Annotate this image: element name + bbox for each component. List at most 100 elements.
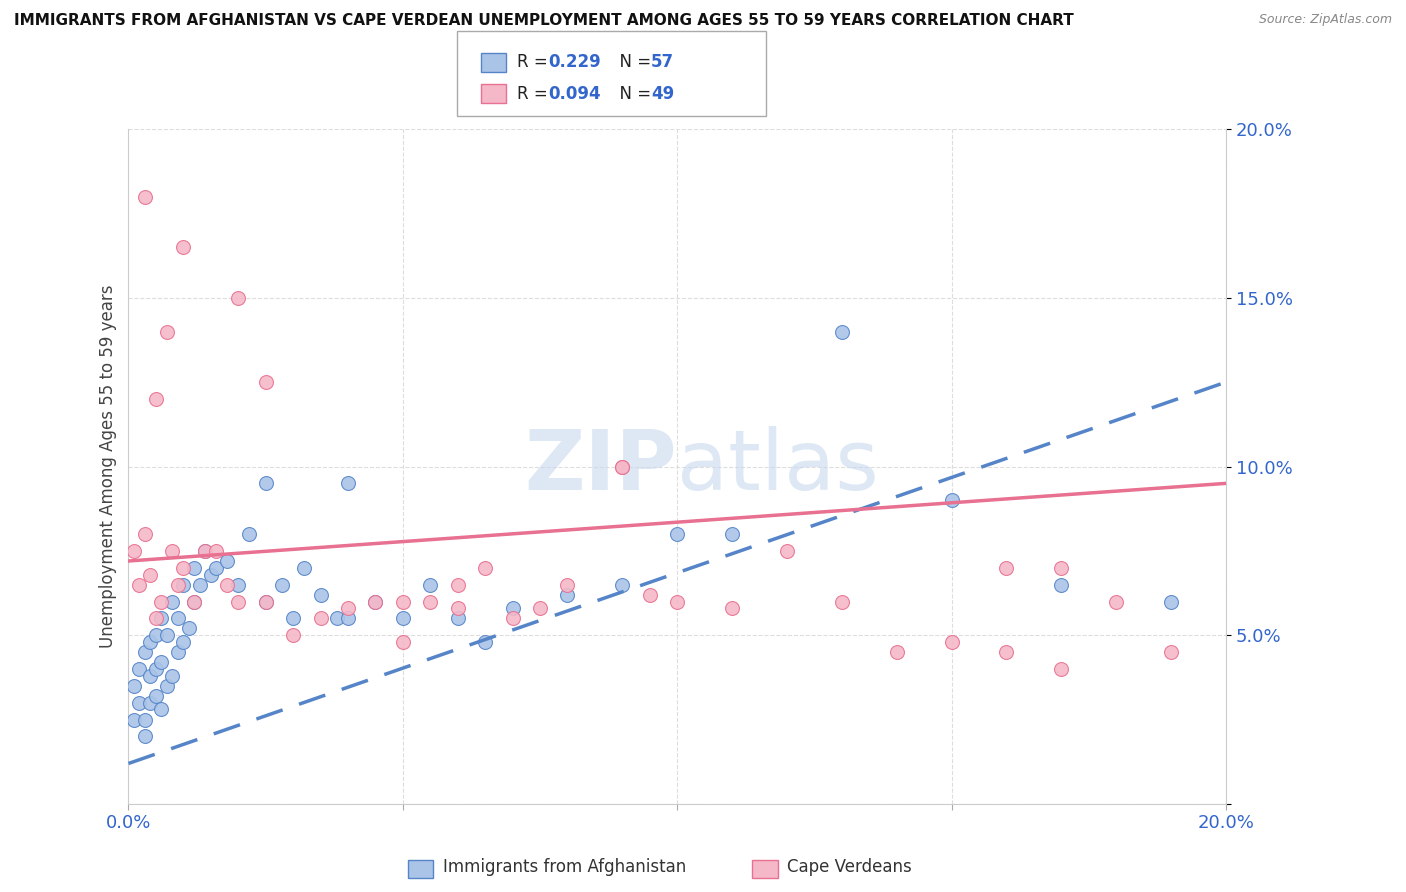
Point	[162, 669, 184, 683]
Point	[205, 560, 228, 574]
Point	[177, 622, 200, 636]
Point	[612, 577, 634, 591]
Point	[391, 594, 413, 608]
Point	[254, 375, 277, 389]
Point	[128, 696, 150, 710]
Point	[638, 588, 661, 602]
Point	[364, 594, 387, 608]
Point	[226, 291, 249, 305]
Point	[326, 611, 349, 625]
Point	[122, 679, 145, 693]
Point	[941, 635, 963, 649]
Point	[474, 560, 496, 574]
Text: atlas: atlas	[678, 426, 879, 507]
Point	[139, 696, 162, 710]
Point	[122, 713, 145, 727]
Point	[995, 560, 1018, 574]
Point	[150, 594, 173, 608]
Point	[162, 544, 184, 558]
Point	[1105, 594, 1128, 608]
Point	[134, 713, 156, 727]
Point	[1050, 560, 1073, 574]
Point	[150, 655, 173, 669]
Point	[254, 594, 277, 608]
Point	[150, 702, 173, 716]
Point	[721, 527, 744, 541]
Point	[502, 611, 524, 625]
Point	[557, 588, 579, 602]
Point	[194, 544, 217, 558]
Point	[226, 594, 249, 608]
Point	[183, 594, 205, 608]
Point	[666, 527, 689, 541]
Point	[172, 240, 194, 254]
Point	[1050, 577, 1073, 591]
Text: N =: N =	[609, 54, 657, 71]
Point	[134, 189, 156, 203]
Text: 0.229: 0.229	[548, 54, 602, 71]
Point	[419, 594, 441, 608]
Point	[134, 645, 156, 659]
Point	[831, 594, 853, 608]
Point	[941, 493, 963, 508]
Point	[271, 577, 294, 591]
Point	[128, 662, 150, 676]
Point	[336, 611, 359, 625]
Point	[145, 611, 167, 625]
Point	[162, 594, 184, 608]
Point	[156, 628, 179, 642]
Point	[183, 594, 205, 608]
Text: R =: R =	[517, 85, 554, 103]
Point	[1160, 645, 1182, 659]
Point	[156, 325, 179, 339]
Point	[1160, 594, 1182, 608]
Point	[172, 560, 194, 574]
Text: IMMIGRANTS FROM AFGHANISTAN VS CAPE VERDEAN UNEMPLOYMENT AMONG AGES 55 TO 59 YEA: IMMIGRANTS FROM AFGHANISTAN VS CAPE VERD…	[14, 13, 1074, 29]
Point	[122, 544, 145, 558]
Point	[281, 628, 304, 642]
Point	[139, 669, 162, 683]
Point	[529, 601, 551, 615]
Point	[145, 392, 167, 406]
Point	[145, 662, 167, 676]
Point	[886, 645, 908, 659]
Point	[557, 577, 579, 591]
Point	[166, 611, 188, 625]
Point	[194, 544, 217, 558]
Point	[139, 635, 162, 649]
Point	[134, 527, 156, 541]
Point	[139, 567, 162, 582]
Point	[447, 601, 470, 615]
Point	[419, 577, 441, 591]
Point	[502, 601, 524, 615]
Point	[226, 577, 249, 591]
Text: N =: N =	[609, 85, 657, 103]
Point	[205, 544, 228, 558]
Point	[150, 611, 173, 625]
Text: R =: R =	[517, 54, 554, 71]
Point	[292, 560, 315, 574]
Point	[145, 628, 167, 642]
Point	[200, 567, 222, 582]
Point	[145, 689, 167, 703]
Point	[776, 544, 799, 558]
Point	[156, 679, 179, 693]
Point	[391, 611, 413, 625]
Point	[166, 577, 188, 591]
Point	[166, 645, 188, 659]
Point	[309, 588, 332, 602]
Point	[183, 560, 205, 574]
Point	[172, 635, 194, 649]
Text: Source: ZipAtlas.com: Source: ZipAtlas.com	[1258, 13, 1392, 27]
Point	[172, 577, 194, 591]
Text: ZIP: ZIP	[524, 426, 678, 507]
Point	[217, 554, 239, 568]
Point	[612, 459, 634, 474]
Point	[391, 635, 413, 649]
Point	[612, 459, 634, 474]
Point	[447, 577, 470, 591]
Point	[336, 476, 359, 491]
Point	[831, 325, 853, 339]
Point	[134, 730, 156, 744]
Point	[254, 594, 277, 608]
